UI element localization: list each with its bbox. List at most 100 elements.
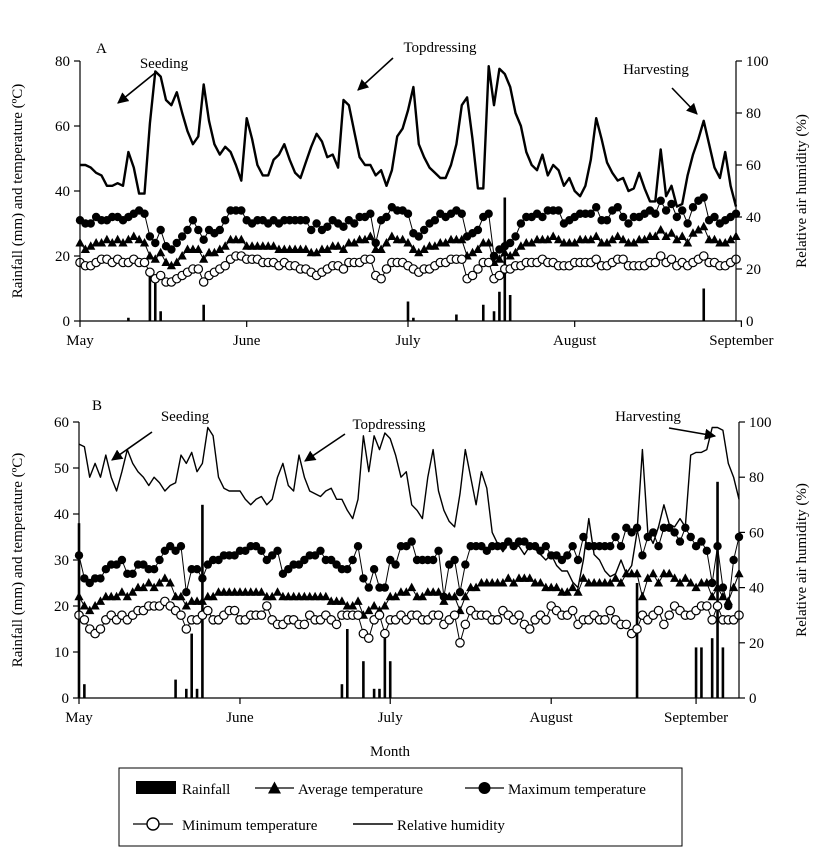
panel-b-max-temperature-point-50 — [343, 565, 352, 574]
panel-a-y2-tick-label-100: 100 — [746, 54, 769, 70]
panel-a-min-temperature-point-116 — [698, 251, 709, 261]
panel-a-average-temperature-point-118 — [709, 234, 720, 244]
panel-b-x-tick-label-august: August — [530, 710, 574, 726]
panel-a-x-tick-label-may: May — [66, 333, 94, 349]
panel-a-max-temperature-line — [79, 196, 737, 258]
panel-b-min-temperature-point-70 — [449, 610, 460, 620]
panel-b-y-axis-title: Rainfall (mm) and temperature (ºC) — [10, 453, 26, 668]
panel-a-average-temperature-point-6 — [107, 238, 117, 247]
panel-a-average-temperature-point-71 — [457, 234, 467, 244]
panel-b-rainfall-bar-17 — [710, 638, 714, 698]
panel-b-y-tick-label-60: 60 — [54, 415, 69, 431]
panel-a-average-temperature-point-5 — [102, 234, 112, 244]
panel-b-average-temperature-point-51 — [348, 601, 358, 610]
panel-b-average-temperature-point-119 — [712, 582, 723, 592]
legend-rainfall-swatch — [136, 781, 176, 794]
panel-b-min-temperature-point-78 — [492, 614, 503, 625]
panel-b-min-temperature-point-99 — [605, 605, 616, 616]
panel-b-min-temperature-point-102 — [621, 619, 632, 630]
panel-b-max-temperature-point-52 — [353, 542, 363, 551]
panel-a-y-tick-label-80: 80 — [55, 54, 70, 70]
panel-a-max-temperature-point-107 — [651, 209, 660, 218]
panel-a-average-temperature-point-105 — [639, 234, 650, 244]
panel-a-min-temperature-point-96 — [591, 254, 601, 265]
panel-a-average-temperature-point-95 — [586, 234, 596, 244]
panel-b-average-temperature-point-68 — [439, 596, 449, 605]
panel-a-average-temperature-point-1 — [80, 244, 90, 253]
panel-b-average-temperature-point-7 — [111, 591, 122, 601]
panel-a-average-temperature-point-98 — [602, 238, 612, 247]
panel-b-humidity-line — [78, 426, 740, 589]
panel-a-max-temperature-point-51 — [350, 219, 359, 228]
panel-b-average-temperature-point-80 — [503, 573, 513, 582]
panel-b-average-temperature-point-14 — [149, 582, 159, 592]
panel-b-rainfall-bar-4 — [190, 633, 193, 698]
panel-a-average-temperature-point-51 — [349, 238, 359, 247]
panel-a-rainfall-bar-11 — [503, 197, 507, 321]
panel-b-average-temperature-point-107 — [648, 568, 658, 578]
panel-a-average-temperature-point-13 — [145, 251, 155, 260]
panel-a-average-temperature-point-109 — [661, 231, 671, 240]
legend: Rainfall Average temperature Maximum tem… — [118, 767, 683, 847]
panel-a-max-temperature-point-98 — [602, 216, 612, 225]
panel-a-y2-axis-title: Relative air humidity (%) — [794, 114, 810, 268]
panel-b-average-temperature-point-17 — [165, 578, 175, 587]
panel-a-rainfall-bar-3 — [159, 311, 162, 321]
panel-a-y2-tick-label-80: 80 — [746, 106, 761, 122]
panel-b-x-tick-label-september: September — [664, 710, 728, 726]
panel-a-average-temperature-point-30 — [236, 234, 246, 244]
panel-b-y2-tick-label-60: 60 — [749, 525, 764, 541]
panel-a-x-tick-label-september: September — [709, 333, 773, 349]
panel-b-rainfall-bar-8 — [345, 629, 349, 698]
legend-max-label: Maximum temperature — [508, 782, 646, 798]
panel-b-average-temperature-point-92 — [568, 582, 578, 592]
panel-a-average-temperature-point-115 — [693, 225, 703, 234]
panel-b-max-temperature-point-10 — [128, 569, 137, 578]
panel-b-annotation-topdressing: Topdressing — [352, 417, 426, 433]
panel-a-y-tick-label-20: 20 — [55, 249, 70, 265]
panel-a-max-temperature-point-114 — [688, 203, 698, 212]
panel-b-average-temperature-point-9 — [122, 591, 132, 601]
panel-b-average-temperature-point-72 — [460, 591, 470, 601]
panel-a-max-temperature-point-44 — [312, 219, 321, 228]
panel-b-rainfall-bar-3 — [185, 688, 188, 698]
panel-b-average-temperature-point-36 — [267, 591, 277, 601]
panel-b-rainfall-bar-1 — [83, 684, 86, 698]
panel-b-average-temperature-point-67 — [433, 587, 444, 596]
panel-b-max-temperature-point-45 — [316, 546, 325, 555]
panel-a-max-temperature-point-63 — [414, 232, 423, 241]
panel-a-max-temperature-point-27 — [220, 216, 230, 225]
panel-b-max-temperature-point-114 — [686, 532, 695, 542]
panel-b-y-tick-label-0: 0 — [62, 691, 70, 707]
panel-a-min-temperature-point-56 — [376, 273, 386, 284]
panel-b-min-temperature-point-1 — [79, 614, 90, 625]
panel-b-min-temperature-point-104 — [632, 624, 642, 634]
panel-a-average-temperature-point-42 — [301, 244, 311, 253]
panel-b-average-temperature-point-115 — [691, 582, 701, 592]
panel-b-max-temperature-point-111 — [670, 528, 679, 537]
panel-b-min-temperature-point-92 — [567, 605, 578, 616]
panel-b-average-temperature-point-10 — [128, 587, 138, 596]
panel-b-y2-axis-title: Relative air humidity (%) — [794, 483, 810, 637]
panel-b-average-temperature-point-84 — [525, 573, 535, 582]
panel-a-average-temperature-point-113 — [683, 238, 693, 247]
panel-a-min-temperature-point-74 — [473, 264, 483, 274]
panel-a-average-temperature-point-92 — [570, 238, 580, 247]
panel-b-max-temperature-point-67 — [434, 546, 443, 555]
x-axis-title: Month — [370, 744, 411, 760]
panel-b-average-temperature-point-118 — [707, 591, 717, 601]
panel-b-min-temperature-point-54 — [363, 633, 374, 643]
panel-a-max-temperature-point-118 — [710, 212, 719, 222]
panel-a-max-temperature-point-18 — [172, 238, 181, 248]
panel-b-max-temperature-point-93 — [573, 555, 583, 565]
panel-a-average-temperature-point-116 — [699, 221, 709, 231]
panel-b-max-temperature-point-59 — [391, 560, 400, 569]
panel-a-max-temperature-point-23 — [199, 235, 208, 244]
panel-a-max-temperature-point-102 — [624, 219, 633, 228]
panel-a-max-temperature-point-112 — [678, 206, 687, 215]
panel-a-max-temperature-point-101 — [618, 212, 628, 222]
panel-a-rainfall-bar-13 — [702, 288, 706, 321]
panel-b-rainfall-bar-19 — [721, 647, 725, 698]
panel-a-max-temperature-point-42 — [301, 216, 311, 225]
panel-b-average-temperature-point-112 — [675, 578, 685, 587]
